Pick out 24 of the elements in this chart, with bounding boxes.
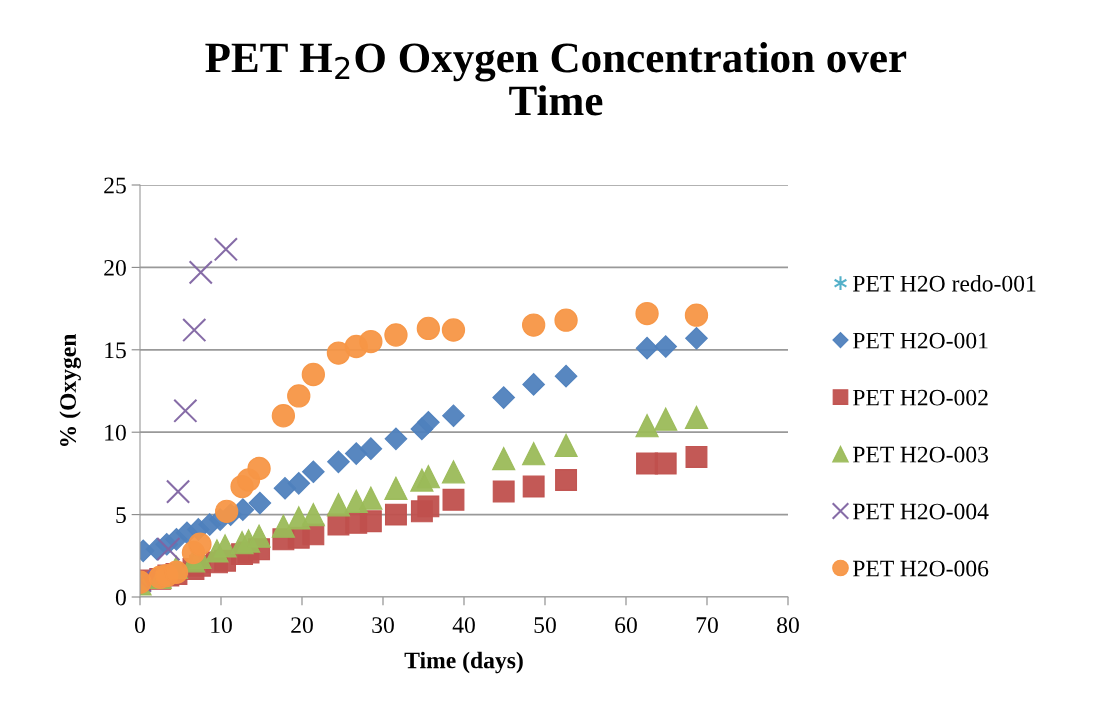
y-tick-label: 25 (104, 177, 126, 194)
y-tick-label: 5 (116, 507, 126, 524)
legend-label: PET H2O-006 (852, 560, 989, 577)
y-axis-title: % (Oxygen (59, 333, 81, 446)
legend-label: PET H2O-001 (852, 332, 988, 349)
y-tick-label: 10 (105, 424, 126, 441)
x-tick-label: 50 (534, 617, 556, 634)
x-tick-label: 60 (615, 617, 637, 634)
legend-label: PET H2O-002 (852, 389, 988, 406)
x-tick-label: 70 (696, 617, 718, 634)
x-tick-label: 0 (135, 617, 145, 634)
legend-label: PET H2O redo-001 (852, 275, 1036, 292)
x-tick-label: 30 (372, 617, 394, 634)
legend-label: PET H2O-004 (852, 503, 989, 520)
x-axis-title: Time (days) (404, 651, 523, 674)
x-tick-label: 10 (211, 617, 232, 634)
y-tick-label: 20 (104, 259, 126, 276)
x-tick-label: 20 (291, 617, 313, 634)
x-tick-label: 40 (452, 617, 475, 634)
x-tick-label: 80 (777, 617, 799, 634)
y-tick-label: 15 (105, 342, 126, 359)
y-tick-label: 0 (115, 589, 126, 606)
chart-title: PET H$_{2}$O Oxygen Concentration over Time (205, 42, 907, 116)
legend-label: PET H2O-003 (852, 446, 989, 463)
